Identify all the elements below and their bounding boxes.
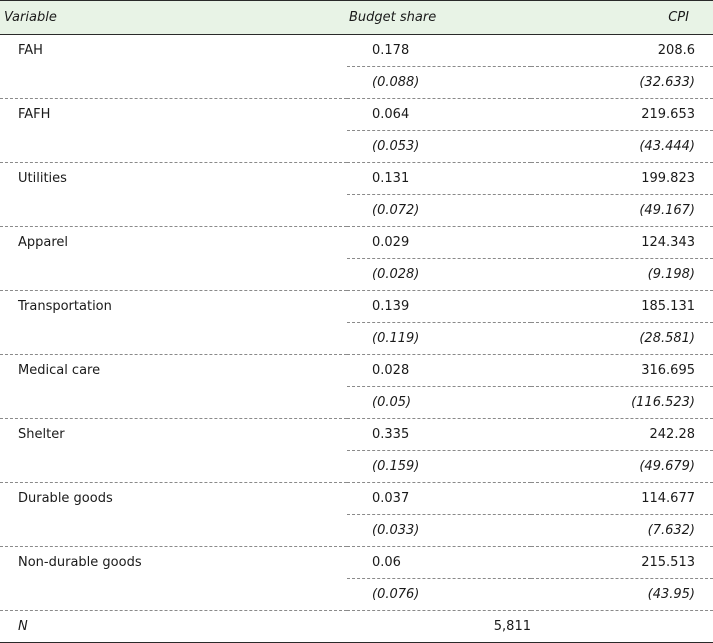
variable-label: Non-durable goods — [0, 546, 347, 611]
cpi-value: 114.677 — [531, 482, 713, 515]
table-row: Non-durable goods 0.06 215.513 — [0, 546, 713, 611]
budget-share-value: 0.178 — [347, 34, 531, 67]
budget-share-se: (0.088) — [347, 66, 531, 99]
sample-size-value: 5,811 — [347, 610, 531, 643]
table-row-se: (0.119) (28.581) — [0, 322, 713, 355]
sample-size-empty-cell — [531, 610, 713, 643]
table-row-se: (0.072) (49.167) — [0, 194, 713, 227]
cpi-se: (116.523) — [531, 386, 713, 419]
table-row: FAH 0.178 208.6 — [0, 34, 713, 99]
variable-label: FAFH — [0, 98, 347, 163]
table-row-se: (0.088) (32.633) — [0, 66, 713, 99]
budget-share-value: 0.028 — [347, 354, 531, 387]
cpi-se: (49.167) — [531, 194, 713, 227]
cpi-se: (43.444) — [531, 130, 713, 163]
variable-label: Utilities — [0, 162, 347, 227]
budget-share-se: (0.076) — [347, 578, 531, 611]
table-row-se: (0.033) (7.632) — [0, 514, 713, 547]
table-row-se: (0.159) (49.679) — [0, 450, 713, 483]
budget-share-value: 0.139 — [347, 290, 531, 323]
budget-share-value: 0.131 — [347, 162, 531, 195]
variable-label: FAH — [0, 34, 347, 99]
cpi-value: 124.343 — [531, 226, 713, 259]
table-row: Transportation 0.139 185.131 — [0, 290, 713, 355]
budget-share-se: (0.053) — [347, 130, 531, 163]
table-row: Utilities 0.131 199.823 — [0, 162, 713, 227]
budget-share-se: (0.119) — [347, 322, 531, 355]
header-row: Variable Budget share CPI — [0, 0, 713, 35]
budget-share-value: 0.06 — [347, 546, 531, 579]
budget-share-value: 0.037 — [347, 482, 531, 515]
budget-share-se: (0.028) — [347, 258, 531, 291]
budget-share-se: (0.033) — [347, 514, 531, 547]
cpi-se: (43.95) — [531, 578, 713, 611]
table-row: FAFH 0.064 219.653 — [0, 98, 713, 163]
table-row: Shelter 0.335 242.28 — [0, 418, 713, 483]
cpi-value: 199.823 — [531, 162, 713, 195]
table-row-se: (0.05) (116.523) — [0, 386, 713, 419]
table-row: Apparel 0.029 124.343 — [0, 226, 713, 291]
cpi-value: 316.695 — [531, 354, 713, 387]
cpi-value: 215.513 — [531, 546, 713, 579]
variable-label: Medical care — [0, 354, 347, 419]
variable-label: Apparel — [0, 226, 347, 291]
cpi-se: (32.633) — [531, 66, 713, 99]
table-row-se: (0.028) (9.198) — [0, 258, 713, 291]
budget-share-value: 0.029 — [347, 226, 531, 259]
header-variable: Variable — [0, 0, 347, 35]
budget-share-se: (0.05) — [347, 386, 531, 419]
cpi-value: 208.6 — [531, 34, 713, 67]
table-row: Medical care 0.028 316.695 — [0, 354, 713, 419]
table-row: Durable goods 0.037 114.677 — [0, 482, 713, 547]
cpi-se: (28.581) — [531, 322, 713, 355]
variable-label: Shelter — [0, 418, 347, 483]
sample-size-label: N — [0, 610, 347, 643]
variable-label: Durable goods — [0, 482, 347, 547]
budget-share-se: (0.072) — [347, 194, 531, 227]
cpi-value: 219.653 — [531, 98, 713, 131]
table-row-se: (0.076) (43.95) — [0, 578, 713, 611]
cpi-se: (49.679) — [531, 450, 713, 483]
cpi-se: (7.632) — [531, 514, 713, 547]
variable-label: Transportation — [0, 290, 347, 355]
table-row-se: (0.053) (43.444) — [0, 130, 713, 163]
header-budget-share: Budget share — [347, 0, 531, 35]
sample-size-row: N 5,811 — [0, 610, 713, 643]
header-cpi: CPI — [531, 0, 713, 35]
budget-share-value: 0.335 — [347, 418, 531, 451]
budget-share-value: 0.064 — [347, 98, 531, 131]
cpi-value: 242.28 — [531, 418, 713, 451]
cpi-se: (9.198) — [531, 258, 713, 291]
budget-share-se: (0.159) — [347, 450, 531, 483]
cpi-value: 185.131 — [531, 290, 713, 323]
